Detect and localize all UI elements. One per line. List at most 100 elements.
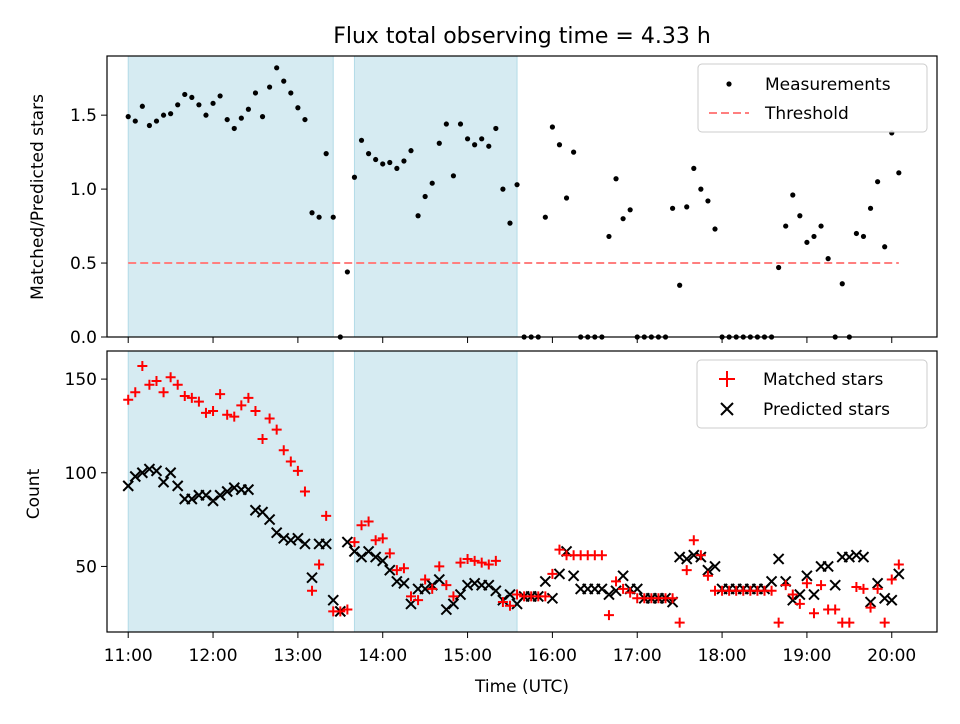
matched-star-marker <box>193 396 204 407</box>
predicted-star-marker <box>327 594 339 606</box>
y-tick-label: 0.5 <box>70 254 97 274</box>
matched-star-marker <box>886 574 897 585</box>
predicted-star-marker <box>447 598 460 610</box>
shaded-interval-2 <box>353 55 518 338</box>
predicted-star-marker <box>886 594 898 606</box>
predicted-star-marker <box>596 583 608 595</box>
predicted-star-marker <box>348 545 361 558</box>
matched-star-marker <box>172 379 183 390</box>
matched-star-marker <box>123 394 134 405</box>
predicted-star-marker <box>822 560 834 573</box>
matched-star-marker <box>497 597 508 608</box>
measurement-point <box>472 142 478 148</box>
measurement-point <box>783 223 789 229</box>
predicted-star-marker <box>772 553 785 565</box>
predicted-star-marker <box>355 551 368 563</box>
predicted-star-marker <box>263 513 276 526</box>
predicted-star-marker <box>864 596 877 608</box>
measurement-point <box>415 213 421 219</box>
measurement-point <box>464 136 471 142</box>
measurement-point <box>210 100 216 106</box>
measurement-point <box>705 198 711 204</box>
predicted-star-marker <box>214 489 226 501</box>
predicted-star-markers <box>122 463 905 618</box>
measurement-point <box>217 93 223 99</box>
predicted-star-marker <box>157 476 170 488</box>
top-x-ticks <box>127 337 893 343</box>
measurement-point <box>839 281 845 287</box>
matched-star-marker <box>851 582 862 593</box>
measurement-point <box>373 156 379 163</box>
matched-star-marker <box>787 589 798 600</box>
measurement-point <box>175 102 181 108</box>
predicted-star-marker <box>320 538 332 550</box>
y-tick-label: 1.0 <box>70 180 97 200</box>
measurement-point <box>684 204 690 210</box>
predicted-star-marker <box>546 592 559 604</box>
top-legend: Measurements Threshold <box>697 63 928 133</box>
measurement-point <box>486 143 492 149</box>
matched-star-marker <box>483 559 494 570</box>
matched-star-marker <box>625 587 636 598</box>
measurement-point <box>811 233 817 240</box>
measurement-point <box>365 151 372 157</box>
matched-star-marker <box>780 580 791 591</box>
predicted-star-marker <box>843 551 856 563</box>
x-tick-label: 13:00 <box>273 646 322 666</box>
matched-star-marker <box>695 550 706 561</box>
matched-star-marker <box>356 520 367 531</box>
measurement-point <box>160 112 167 118</box>
bottom-plot-frame <box>106 350 938 633</box>
matched-star-marker <box>476 557 487 568</box>
measurement-point <box>323 151 329 157</box>
measurement-point <box>189 94 195 101</box>
predicted-star-marker <box>702 564 714 576</box>
measurement-point <box>288 90 294 96</box>
predicted-star-marker <box>384 564 396 576</box>
bottom-y-ticks: 50 100 150 <box>65 370 107 577</box>
chart-title: Flux total observing time = 4.33 h <box>333 24 711 49</box>
legend-marker-matched <box>719 371 735 387</box>
matched-star-marker <box>441 580 452 591</box>
matched-star-marker <box>292 465 303 476</box>
matched-star-marker <box>702 570 713 581</box>
measurement-point <box>549 124 556 130</box>
measurement-point <box>259 114 266 120</box>
bottom-legend-box <box>696 359 928 429</box>
matched-star-marker <box>165 372 176 383</box>
matched-star-marker <box>490 555 501 566</box>
matched-star-marker <box>321 510 332 521</box>
measurement-point <box>309 210 315 216</box>
measurement-point <box>860 233 867 240</box>
measurement-point <box>507 220 513 226</box>
x-tick-label: 12:00 <box>189 646 238 666</box>
measurement-point <box>669 205 676 211</box>
predicted-star-marker <box>242 483 255 496</box>
measurement-point <box>698 186 704 192</box>
predicted-star-marker <box>143 463 156 475</box>
predicted-star-marker <box>150 465 163 477</box>
matched-star-marker <box>816 580 827 591</box>
matched-star-marker <box>504 600 515 611</box>
matched-star-marker <box>547 568 558 579</box>
matched-star-marker <box>377 533 388 544</box>
measurement-point <box>479 136 485 142</box>
measurement-point <box>776 264 782 271</box>
y-tick-label: 100 <box>65 464 97 484</box>
matched-star-marker <box>858 583 869 594</box>
matched-star-marker <box>130 387 141 398</box>
matched-star-marker <box>335 606 346 617</box>
predicted-star-marker <box>362 545 375 558</box>
matched-star-marker <box>554 544 565 555</box>
predicted-star-marker <box>850 549 863 561</box>
measurement-point <box>196 102 202 108</box>
predicted-star-marker <box>249 504 262 516</box>
predicted-star-marker <box>440 603 453 616</box>
top-y-axis-label: Matched/Predicted stars <box>28 94 48 300</box>
bottom-x-ticks: 11:00 12:00 13:00 14:00 15:00 16:00 17:00 18:00… <box>104 632 916 666</box>
matched-star-marker <box>844 617 855 628</box>
measurement-point <box>146 122 153 129</box>
matched-star-marker <box>257 434 268 445</box>
predicted-star-marker <box>709 560 721 573</box>
